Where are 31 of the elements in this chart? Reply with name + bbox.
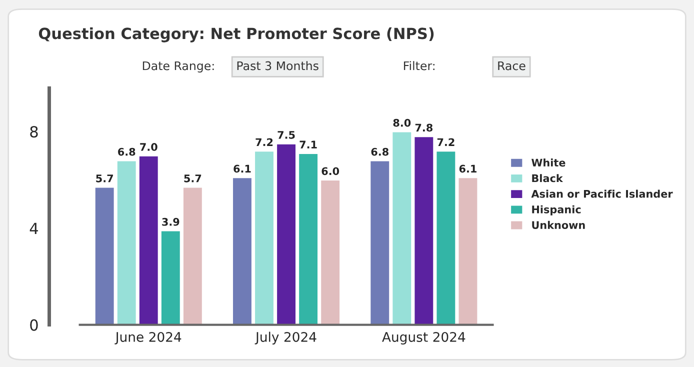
- text: Race: [498, 61, 526, 70]
- y-tick-label: 8: [30, 126, 38, 138]
- y-tick-label: 4: [30, 222, 38, 234]
- chart-title: Question Category: Net Promoter Score (NPS): [38, 27, 434, 42]
- legend-label: Asian or Pacific Islander: [531, 190, 673, 198]
- data-label: 7.1: [300, 140, 317, 148]
- data-label: 7.8: [415, 124, 432, 132]
- data-label: 5.7: [96, 174, 113, 182]
- x-tick-label: June 2024: [114, 332, 182, 344]
- text: Date Range:: [142, 61, 214, 73]
- legend-label: White: [532, 158, 566, 167]
- y-tick-label: 0: [30, 319, 38, 331]
- data-label: 5.7: [184, 174, 202, 182]
- data-label: 3.9: [162, 218, 180, 226]
- legend-label: Hispanic: [532, 205, 581, 216]
- data-label: 8.0: [393, 118, 411, 127]
- legend-label: Black: [532, 174, 564, 182]
- data-label: 7.5: [278, 131, 295, 139]
- data-label: 6.0: [322, 167, 340, 176]
- data-label: 6.8: [118, 148, 136, 156]
- data-label: 6.8: [371, 148, 388, 156]
- x-tick-label: July 2024: [254, 332, 316, 345]
- data-label: 7.2: [256, 138, 273, 146]
- data-label: 6.1: [234, 164, 251, 173]
- text: Filter:: [404, 61, 434, 70]
- text: Past 3 Months: [237, 61, 318, 70]
- x-tick-label: August 2024: [382, 332, 466, 345]
- data-label: 6.1: [459, 164, 476, 173]
- data-label: 7.0: [140, 143, 158, 151]
- legend-label: Unknown: [532, 220, 585, 229]
- data-label: 7.2: [437, 138, 454, 146]
